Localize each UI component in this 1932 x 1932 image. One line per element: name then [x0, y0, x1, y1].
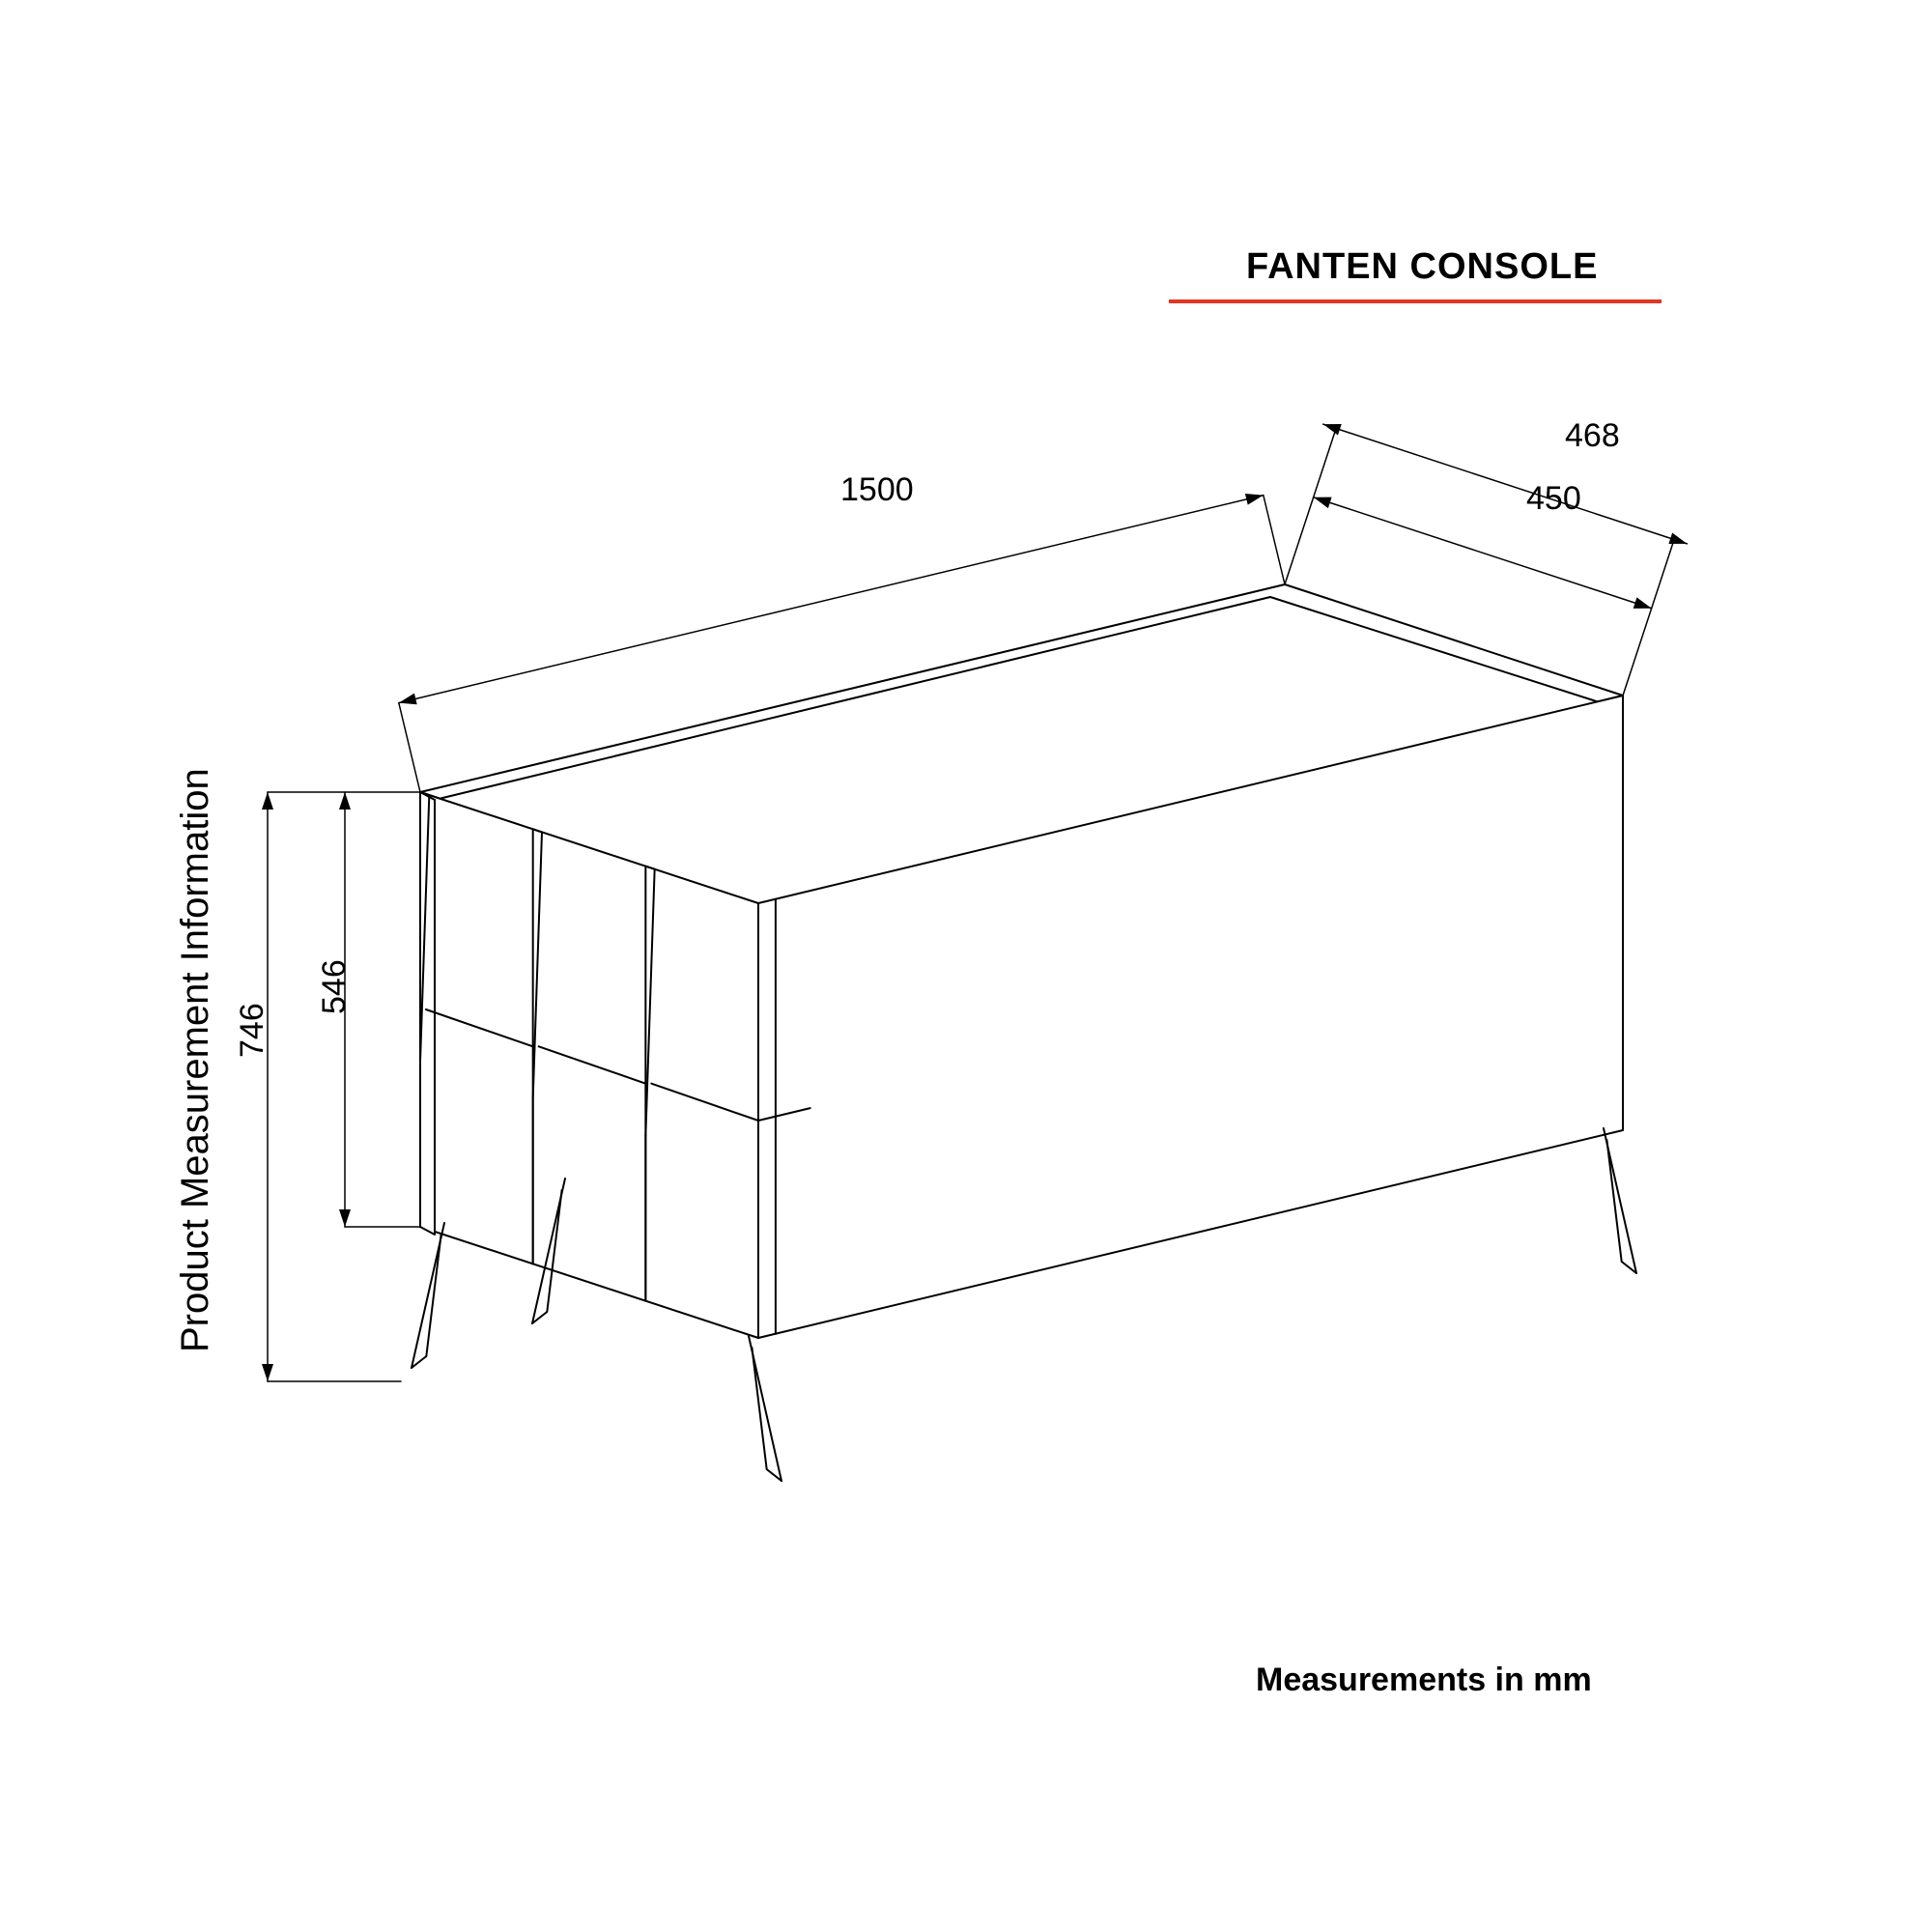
technical-drawing [0, 0, 1932, 1932]
